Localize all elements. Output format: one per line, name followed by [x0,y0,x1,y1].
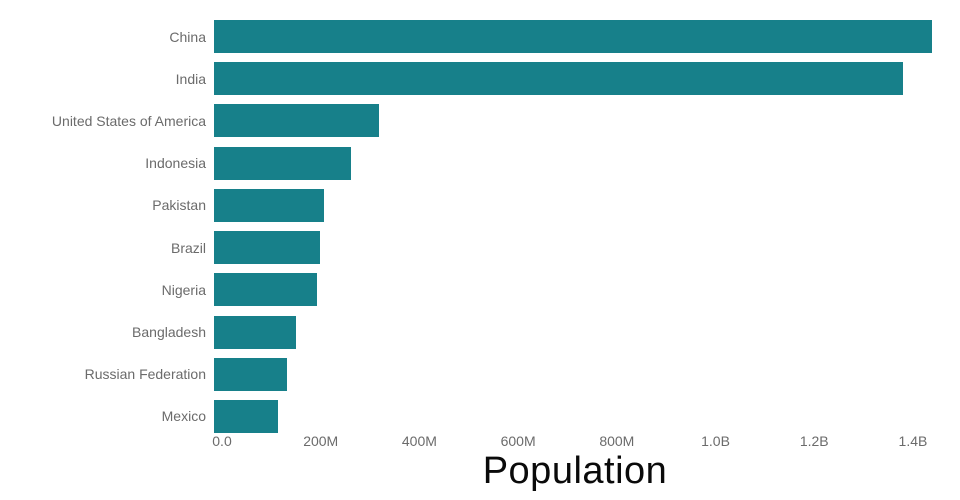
x-tick-label: 1.4B [898,433,928,449]
bar-rows: China India United States of America Indone… [0,20,948,433]
bar [214,399,279,433]
x-tick-label: 0.0 [212,433,232,449]
category-label: Russian Federation [84,366,206,383]
category-label: Nigeria [161,281,206,298]
category-label: China [169,28,206,45]
bar [214,273,317,307]
bar-row: Nigeria [0,273,948,307]
category-label: United States of America [51,112,206,129]
bar-track [214,188,948,222]
bar [214,315,297,349]
x-tick-label: 1.2B [799,433,829,449]
bar-track [214,357,948,391]
bar-row: Brazil [0,231,948,265]
bar-row: Russian Federation [0,357,948,391]
bar-row: India [0,62,948,96]
x-tick-label: 400M [401,433,437,449]
category-label: India [175,70,206,87]
bar-track [214,399,948,433]
bar-track [214,104,948,138]
bar-track [214,315,948,349]
bar-row: United States of America [0,104,948,138]
x-axis-title: Population [482,450,668,492]
bar-track [214,62,948,96]
bar [214,231,321,265]
x-tick-label: 200M [303,433,339,449]
bar-row: Pakistan [0,188,948,222]
bar [214,104,380,138]
bar-track [214,273,948,307]
bar-track [214,146,948,180]
bar [214,20,933,53]
x-tick-label: 600M [500,433,536,449]
bar-track [214,231,948,265]
bar-row: China [0,20,948,53]
category-label: Brazil [170,239,206,256]
x-tick-label: 800M [599,433,635,449]
category-label: Pakistan [152,197,206,214]
category-label: Bangladesh [132,324,206,341]
bar-track [214,20,948,53]
x-tick-label: 1.0B [701,433,730,449]
bar [214,357,287,391]
bar [214,146,351,180]
bar [214,188,325,222]
bar-row: Mexico [0,399,948,433]
category-label: Indonesia [145,155,206,172]
category-label: Mexico [161,408,206,425]
bar-row: Indonesia [0,146,948,180]
bar-row: Bangladesh [0,315,948,349]
bar [214,62,903,96]
x-axis: 0.0 200M 400M 600M 800M 1.0B 1.2B 1.4B [212,433,948,453]
